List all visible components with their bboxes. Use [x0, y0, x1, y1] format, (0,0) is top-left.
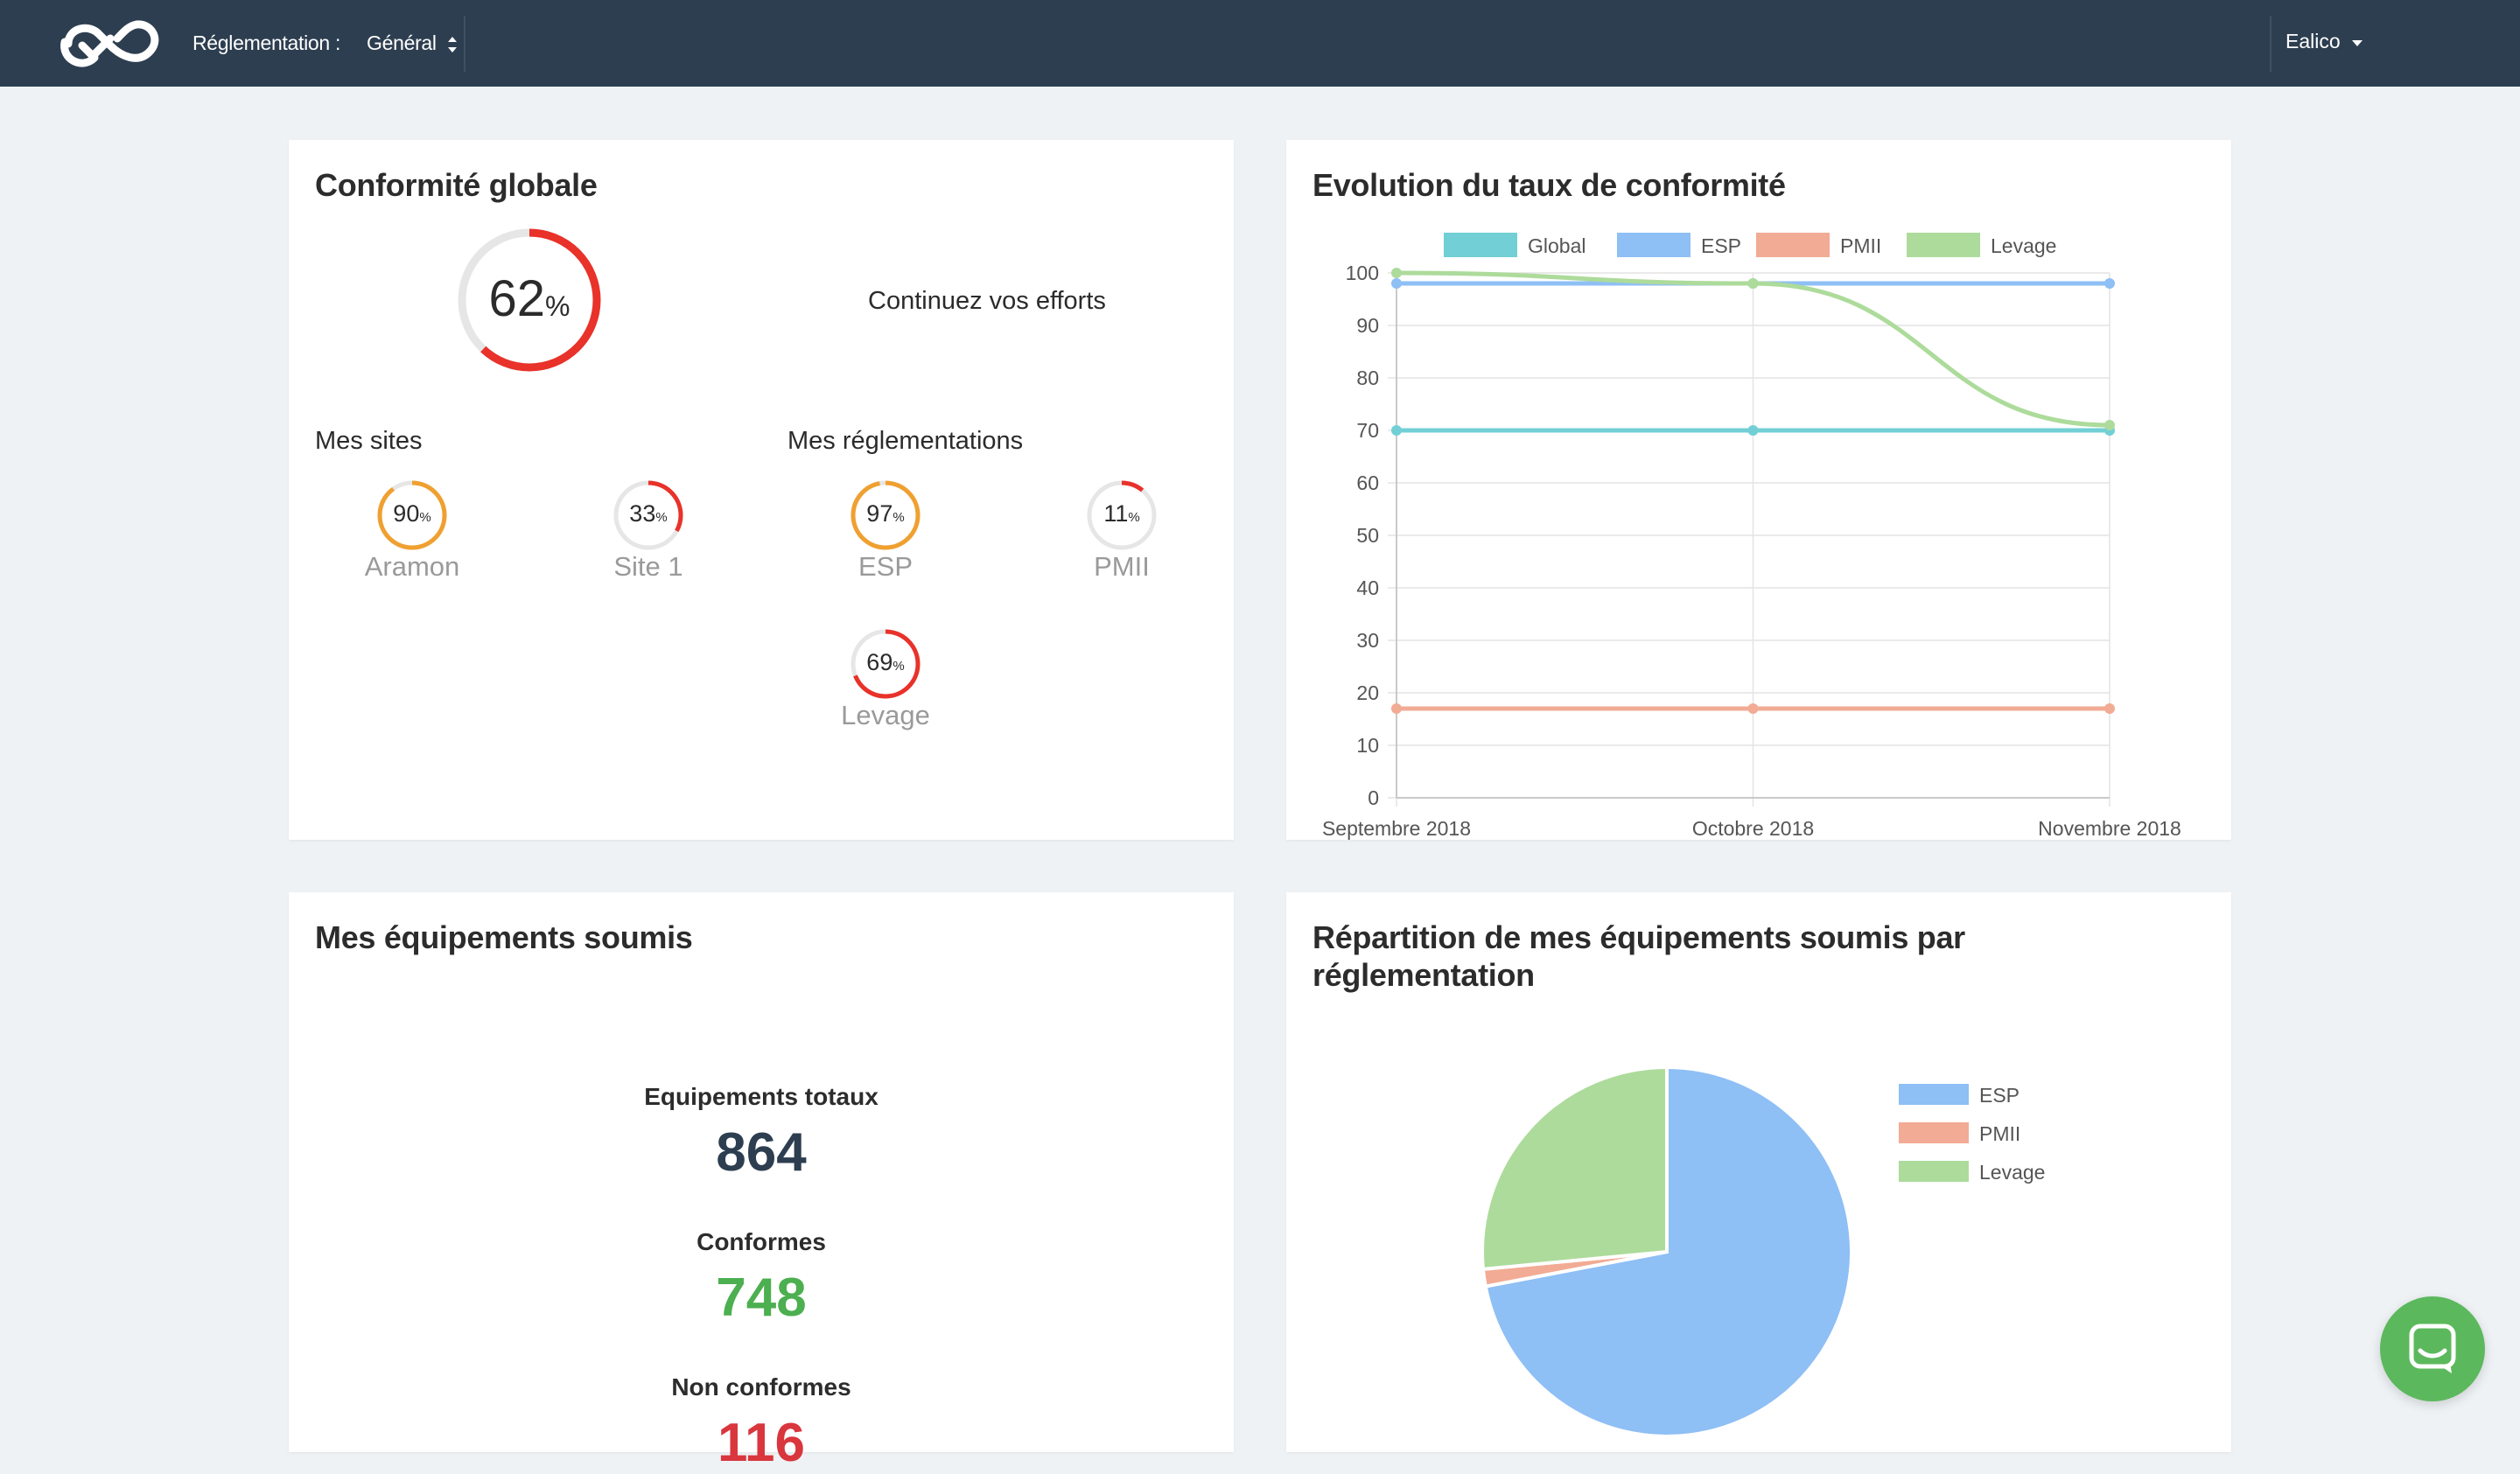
repartition-title-line1: Répartition de mes équipements soumis pa…: [1312, 919, 1965, 955]
regulation-gauge-pmii[interactable]: 11%: [1086, 479, 1158, 551]
top-navbar: Réglementation : Général Ealico: [0, 0, 2520, 87]
y-tick-label: 30: [1356, 629, 1379, 652]
percent-sign: %: [419, 510, 431, 525]
caret-down-icon[interactable]: [2352, 40, 2362, 46]
encouragement-message: Continuez vos efforts: [868, 287, 1106, 315]
site-percent-value: 33: [629, 500, 656, 527]
equipements-title: Mes équipements soumis: [315, 919, 693, 955]
legend-label: Levage: [1979, 1161, 2045, 1184]
legend-label: ESP: [1701, 234, 1741, 257]
global-gauge: 62%: [455, 226, 604, 374]
site-percent-value: 90: [393, 500, 420, 527]
conformite-card: Conformité globale 62% Continuez vos eff…: [289, 140, 1234, 840]
percent-sign: %: [892, 659, 905, 674]
y-tick-label: 60: [1356, 472, 1379, 494]
user-menu[interactable]: Ealico: [2286, 30, 2341, 52]
regulation-name[interactable]: Levage: [841, 700, 930, 730]
site-gauge-aramon[interactable]: 90%: [376, 479, 448, 551]
conformes-value: 748: [716, 1268, 807, 1328]
data-point: [2104, 703, 2115, 714]
conformes-label: Conformes: [696, 1228, 826, 1255]
legend-swatch: [1617, 233, 1690, 257]
legend-label: PMII: [1840, 234, 1881, 257]
legend-swatch: [1907, 233, 1980, 257]
percent-sign: %: [1128, 510, 1140, 525]
data-point: [1747, 703, 1759, 714]
non-conformes-label: Non conformes: [671, 1373, 851, 1401]
pie-chart: ESP PMII Levage: [1480, 1065, 2045, 1438]
percent-sign: %: [655, 510, 668, 525]
data-point: [2104, 420, 2115, 430]
total-value: 864: [716, 1122, 807, 1183]
y-tick-label: 80: [1356, 367, 1379, 389]
y-tick-label: 10: [1356, 734, 1379, 757]
x-tick-label: Septembre 2018: [1322, 817, 1471, 840]
legend-label: PMII: [1979, 1122, 2020, 1145]
legend-label: ESP: [1979, 1084, 2020, 1107]
regulation-percent-value: 69: [866, 649, 893, 675]
total-label: Equipements totaux: [644, 1083, 878, 1110]
nav-divider: [464, 16, 466, 72]
series-line: [1396, 270, 2110, 428]
data-point: [1747, 278, 1759, 289]
select-arrows-icon[interactable]: [446, 33, 458, 56]
y-tick-label: 100: [1346, 262, 1379, 284]
legend-swatch: [1899, 1122, 1969, 1143]
regulations-label: Mes réglementations: [788, 427, 1024, 455]
legend-label: Levage: [1991, 234, 2056, 257]
equipements-card: Mes équipements soumis Equipements totau…: [289, 892, 1234, 1473]
logo[interactable]: [52, 16, 166, 72]
non-conformes-value: 116: [717, 1413, 806, 1473]
regulation-percent-value: 11: [1103, 500, 1129, 527]
global-percent-value: 62: [488, 270, 546, 327]
data-point: [1391, 268, 1402, 278]
legend-swatch: [1899, 1161, 1969, 1182]
repartition-title-line2: réglementation: [1312, 957, 1535, 993]
regulation-label: Réglementation :: [192, 31, 341, 54]
y-tick-label: 50: [1356, 524, 1379, 547]
y-tick-label: 40: [1356, 576, 1379, 599]
regulation-name[interactable]: ESP: [858, 551, 914, 582]
site-name[interactable]: Site 1: [613, 551, 683, 582]
chat-button[interactable]: [2380, 1296, 2485, 1401]
repartition-card: Répartition de mes équipements soumis pa…: [1286, 892, 2231, 1452]
y-tick-label: 0: [1368, 786, 1379, 809]
evolution-title: Evolution du taux de conformité: [1312, 167, 1786, 203]
data-point: [1747, 425, 1759, 436]
y-tick-label: 70: [1356, 419, 1379, 442]
site-name[interactable]: Aramon: [364, 551, 460, 582]
evolution-card: Evolution du taux de conformité 0 10 20 30 4…: [1286, 140, 2231, 840]
regulation-select[interactable]: Général: [367, 31, 437, 54]
x-tick-label: Novembre 2018: [2038, 817, 2181, 840]
pie-slice: [1480, 1065, 1669, 1272]
chat-bubble-icon[interactable]: [2406, 1323, 2459, 1375]
percent-sign: %: [892, 510, 905, 525]
data-point: [1391, 278, 1402, 289]
percent-sign: %: [545, 290, 570, 322]
legend-swatch: [1444, 233, 1517, 257]
line-chart: 0 10 20 30 40 50 60 70 80 90 100 Septembre 2018 Octo…: [1322, 233, 2181, 840]
regulation-name[interactable]: PMII: [1094, 551, 1150, 582]
conformite-title: Conformité globale: [315, 167, 598, 203]
data-point: [1391, 703, 1402, 714]
site-gauge-site1[interactable]: 33%: [612, 479, 684, 551]
y-tick-label: 20: [1356, 681, 1379, 704]
nav-divider: [2270, 16, 2272, 72]
sites-label: Mes sites: [315, 427, 423, 455]
y-tick-label: 90: [1356, 314, 1379, 337]
x-tick-label: Octobre 2018: [1692, 817, 1814, 840]
data-point: [2104, 278, 2115, 289]
legend-label: Global: [1528, 234, 1586, 257]
regulation-gauge-esp[interactable]: 97%: [850, 479, 921, 551]
regulation-gauge-levage[interactable]: 69%: [850, 628, 921, 700]
repartition-title: Répartition de mes équipements soumis pa…: [1312, 919, 1965, 994]
regulation-percent-value: 97: [866, 500, 893, 527]
data-point: [1391, 425, 1402, 436]
legend-swatch: [1756, 233, 1830, 257]
legend-swatch: [1899, 1084, 1969, 1105]
